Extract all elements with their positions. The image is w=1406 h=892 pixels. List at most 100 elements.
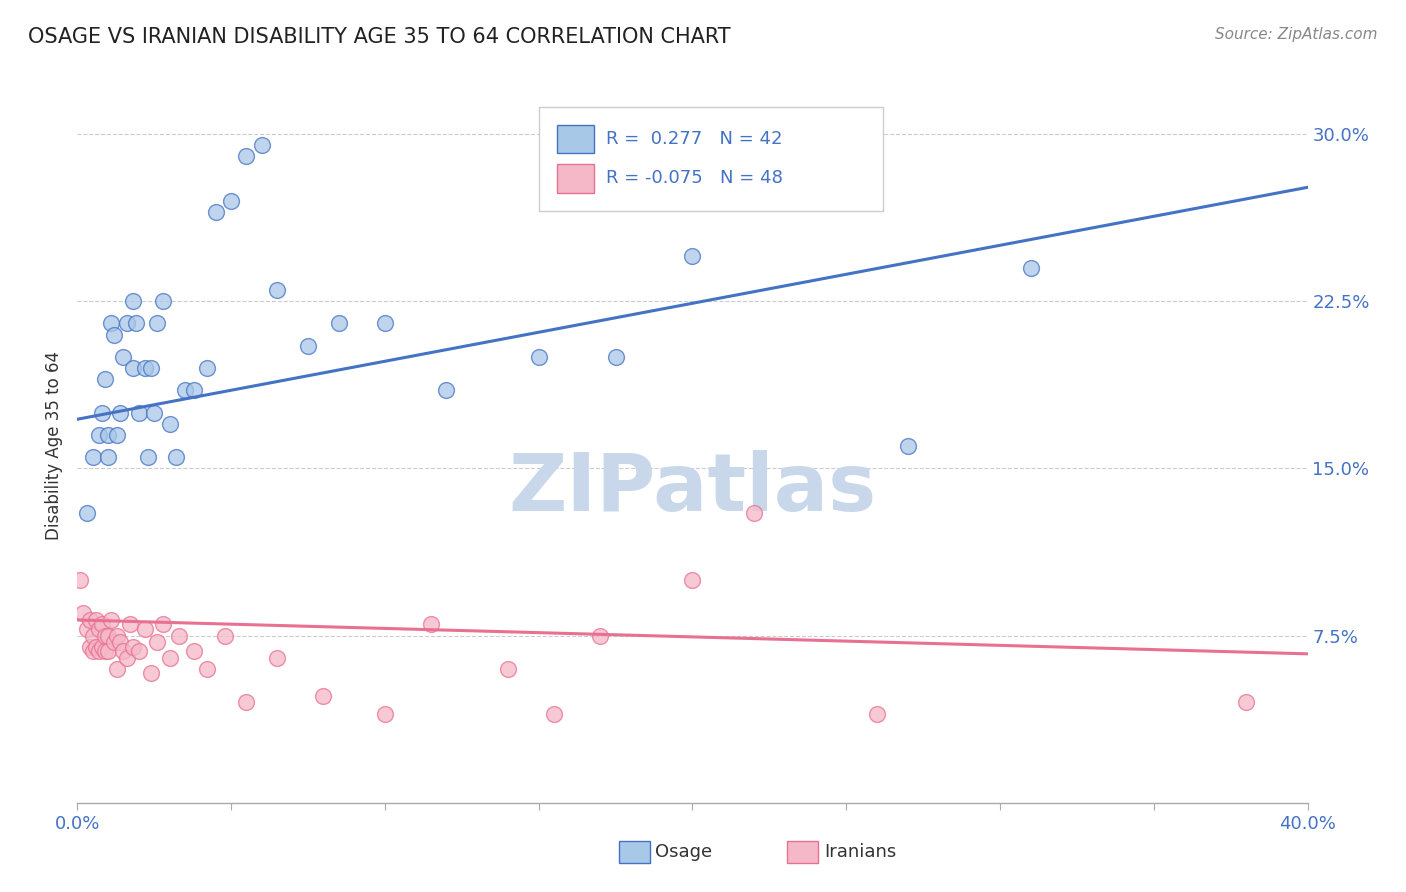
Point — [866, 706, 889, 721]
Point — [214, 628, 236, 642]
Point — [897, 439, 920, 453]
Point — [374, 706, 396, 721]
Point — [174, 384, 197, 398]
Bar — [557, 164, 595, 193]
Text: OSAGE VS IRANIAN DISABILITY AGE 35 TO 64 CORRELATION CHART: OSAGE VS IRANIAN DISABILITY AGE 35 TO 64… — [28, 27, 731, 46]
Point — [165, 450, 187, 464]
Point — [420, 617, 443, 632]
Point — [143, 405, 166, 419]
Point — [79, 640, 101, 654]
Point — [266, 651, 288, 665]
Point — [374, 316, 396, 330]
Point — [146, 316, 169, 330]
Text: R = -0.075   N = 48: R = -0.075 N = 48 — [606, 169, 783, 187]
Point — [76, 622, 98, 636]
Point — [152, 617, 174, 632]
Text: R =  0.277   N = 42: R = 0.277 N = 42 — [606, 130, 783, 148]
Point — [235, 696, 257, 710]
Point — [250, 137, 273, 152]
Point — [90, 617, 114, 632]
Point — [94, 372, 117, 386]
Point — [121, 640, 143, 654]
Point — [159, 417, 181, 431]
Point — [112, 350, 135, 364]
Point — [103, 635, 125, 649]
Point — [103, 327, 125, 342]
Point — [195, 360, 218, 375]
Point — [219, 194, 242, 208]
Point — [125, 316, 148, 330]
Point — [436, 384, 458, 398]
Point — [79, 613, 101, 627]
Point — [152, 293, 174, 308]
Point — [110, 405, 132, 419]
Point — [159, 651, 181, 665]
Point — [100, 613, 122, 627]
Text: Iranians: Iranians — [824, 843, 896, 861]
Text: Source: ZipAtlas.com: Source: ZipAtlas.com — [1215, 27, 1378, 42]
Point — [97, 450, 120, 464]
Point — [742, 506, 765, 520]
Point — [87, 622, 110, 636]
Point — [105, 662, 128, 676]
Point — [128, 644, 150, 658]
Point — [69, 573, 91, 587]
Point — [82, 628, 104, 642]
Point — [136, 450, 159, 464]
Point — [100, 316, 122, 330]
Point — [84, 640, 107, 654]
Point — [605, 350, 627, 364]
Point — [82, 644, 104, 658]
Point — [84, 613, 107, 627]
Point — [128, 405, 150, 419]
Point — [1019, 260, 1042, 275]
Point — [1234, 696, 1257, 710]
Point — [105, 427, 128, 442]
Point — [105, 628, 128, 642]
Point — [110, 635, 132, 649]
Point — [94, 628, 117, 642]
Point — [87, 427, 110, 442]
Point — [118, 617, 141, 632]
Point — [328, 316, 350, 330]
Point — [121, 360, 143, 375]
Point — [204, 204, 226, 219]
Point — [115, 316, 138, 330]
Point — [183, 384, 205, 398]
Point — [97, 644, 120, 658]
FancyBboxPatch shape — [538, 107, 883, 211]
Point — [146, 635, 169, 649]
Point — [496, 662, 519, 676]
Point — [195, 662, 218, 676]
Y-axis label: Disability Age 35 to 64: Disability Age 35 to 64 — [45, 351, 63, 541]
Point — [297, 338, 319, 352]
Point — [72, 607, 94, 621]
Point — [112, 644, 135, 658]
Point — [682, 249, 704, 264]
Bar — [557, 125, 595, 153]
Point — [543, 706, 565, 721]
Point — [97, 628, 120, 642]
Text: ZIPatlas: ZIPatlas — [509, 450, 876, 528]
Point — [167, 628, 190, 642]
Point — [266, 283, 288, 297]
Text: Osage: Osage — [655, 843, 713, 861]
Point — [235, 149, 257, 163]
Point — [121, 293, 143, 308]
Point — [94, 644, 117, 658]
Point — [682, 573, 704, 587]
Point — [141, 360, 163, 375]
Point — [312, 689, 335, 703]
Point — [87, 644, 110, 658]
Point — [134, 360, 156, 375]
Point — [527, 350, 550, 364]
Point — [134, 622, 156, 636]
Point — [90, 405, 114, 419]
Point — [82, 450, 104, 464]
Point — [183, 644, 205, 658]
Point — [589, 628, 612, 642]
Point — [141, 666, 163, 681]
Point — [115, 651, 138, 665]
Point — [76, 506, 98, 520]
Point — [90, 640, 114, 654]
